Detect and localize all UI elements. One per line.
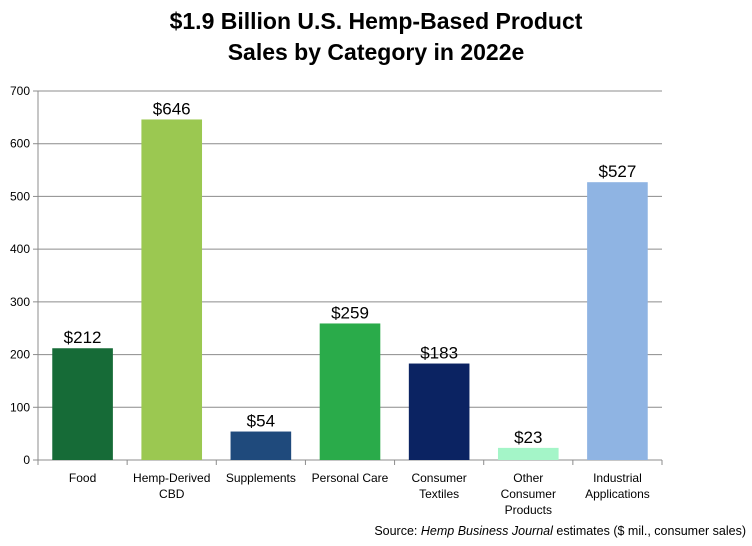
x-tick-label: Hemp-Derived <box>133 471 210 485</box>
bar <box>230 431 292 460</box>
source-publication: Hemp Business Journal <box>420 524 553 538</box>
chart-title-line-2: Sales by Category in 2022e <box>227 39 525 65</box>
x-tick-label: Products <box>505 503 552 517</box>
bar <box>408 363 470 460</box>
y-tick-label: 0 <box>23 453 30 467</box>
y-tick-label: 300 <box>10 295 30 309</box>
chart-title: $1.9 Billion U.S. Hemp-Based Product Sal… <box>0 6 752 68</box>
data-label: $54 <box>247 412 275 431</box>
y-tick-label: 100 <box>10 400 30 414</box>
y-tick-label: 200 <box>10 348 30 362</box>
x-tick-label: Applications <box>585 487 650 501</box>
y-tick-label: 500 <box>10 189 30 203</box>
source-prefix: Source: <box>374 524 421 538</box>
x-tick-label: Personal Care <box>312 471 389 485</box>
source-note: Source: Hemp Business Journal estimates … <box>374 524 746 538</box>
x-tick-label: Other <box>513 471 543 485</box>
data-label: $23 <box>514 428 542 447</box>
data-label: $527 <box>599 162 637 181</box>
x-tick-label: Consumer <box>501 487 556 501</box>
y-tick-label: 700 <box>10 84 30 98</box>
bar <box>497 447 559 460</box>
bar <box>319 323 381 460</box>
y-tick-label: 600 <box>10 137 30 151</box>
bar <box>587 182 648 460</box>
x-tick-label: Supplements <box>226 471 296 485</box>
bar <box>141 119 203 461</box>
x-tick-label: CBD <box>159 487 185 501</box>
data-label: $259 <box>331 303 369 322</box>
chart-title-line-1: $1.9 Billion U.S. Hemp-Based Product <box>169 8 583 34</box>
x-tick-label: Food <box>69 471 96 485</box>
data-label: $183 <box>420 344 458 363</box>
data-label: $646 <box>153 99 191 118</box>
y-tick-label: 400 <box>10 242 30 256</box>
x-tick-label: Industrial <box>593 471 642 485</box>
x-tick-label: Textiles <box>419 487 459 501</box>
x-tick-label: Consumer <box>411 471 466 485</box>
bar <box>52 348 113 460</box>
data-label: $212 <box>64 328 102 347</box>
source-suffix: estimates ($ mil., consumer sales) <box>552 524 746 538</box>
